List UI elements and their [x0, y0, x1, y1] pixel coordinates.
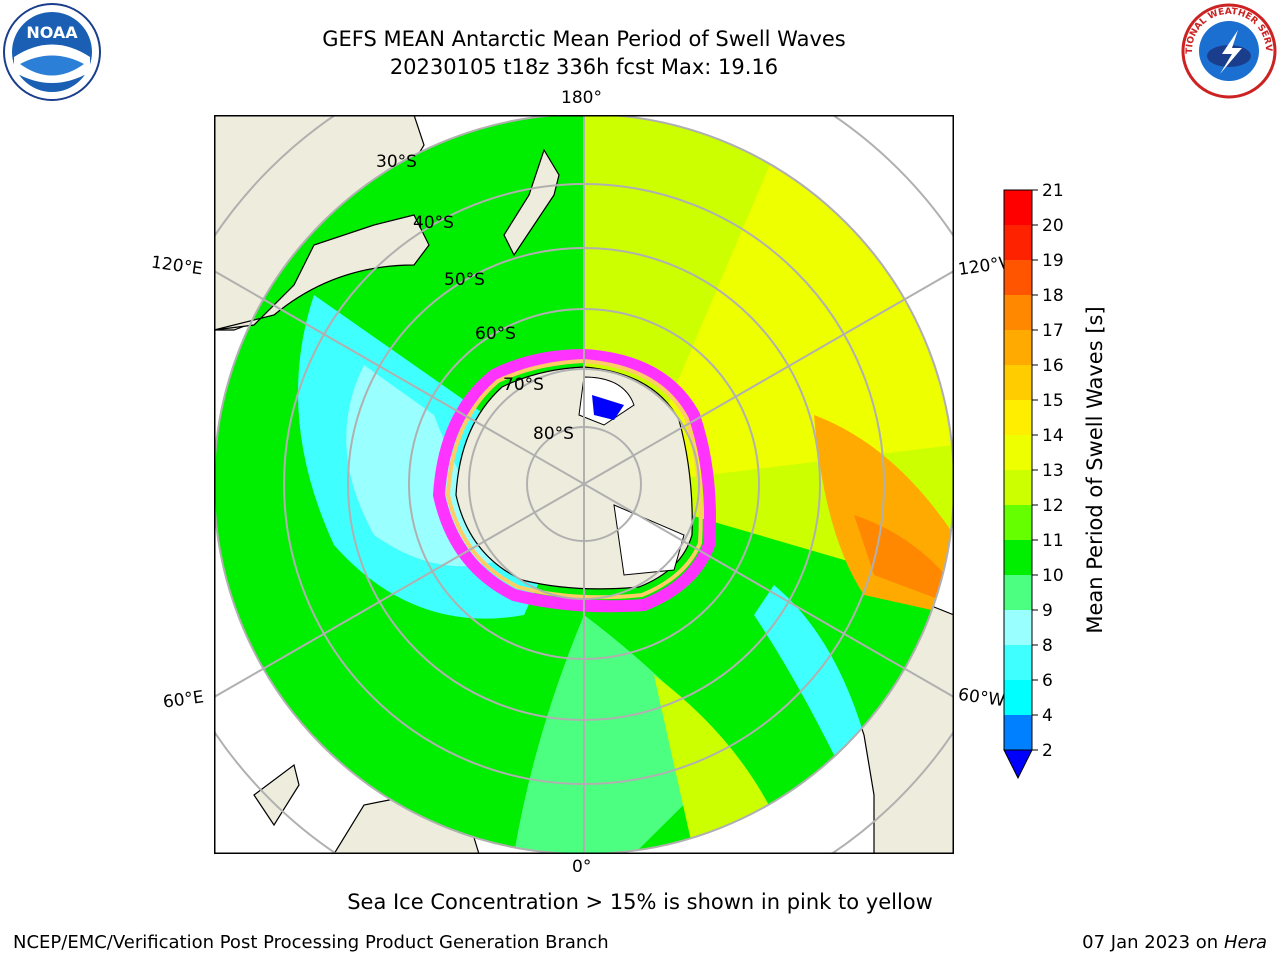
colorbar-segment [1004, 365, 1032, 400]
colorbar-tick-label: 20 [1042, 216, 1064, 236]
colorbar-tick-label: 6 [1042, 671, 1053, 691]
colorbar-tick-label: 19 [1042, 251, 1064, 271]
colorbar-segment [1004, 295, 1032, 330]
madagascar-land [253, 763, 300, 827]
footer-date-text: 07 Jan 2023 on [1082, 932, 1224, 953]
lon-label-bottom: 0° [572, 857, 592, 877]
lat-label-60s: 60°S [475, 324, 516, 344]
noaa-logo: NOAA [2, 2, 102, 106]
colorbar-tick-label: 18 [1042, 286, 1064, 306]
colorbar-segment [1004, 225, 1032, 260]
polar-map [214, 115, 954, 854]
lat-label-30s: 30°S [376, 152, 417, 172]
colorbar-tick-label: 12 [1042, 496, 1064, 516]
colorbar-segment [1004, 680, 1032, 715]
map-frame [214, 115, 954, 854]
footer-date: 07 Jan 2023 on Hera [1082, 932, 1267, 953]
sea-ice-ring [432, 348, 716, 613]
colorbar-segment [1004, 610, 1032, 645]
lat-label-80s: 80°S [533, 424, 574, 444]
colorbar-segment [1004, 715, 1032, 750]
footer-host: Hera [1223, 932, 1267, 953]
colorbar-tick-label: 17 [1042, 321, 1064, 341]
chart-title: GEFS MEAN Antarctic Mean Period of Swell… [322, 27, 846, 51]
colorbar-segment [1004, 190, 1032, 225]
footer-branch: NCEP/EMC/Verification Post Processing Pr… [13, 932, 609, 953]
lat-label-40s: 40°S [413, 213, 454, 233]
atlantic-yellow [654, 675, 774, 854]
drake-cyan [754, 585, 864, 755]
lat-label-70s: 70°S [503, 375, 544, 395]
australia-coast [214, 214, 430, 331]
colorbar-label: Mean Period of Swell Waves [s] [1083, 306, 1107, 633]
colorbar-tick-label: 15 [1042, 391, 1064, 411]
lat-label-50s: 50°S [444, 270, 485, 290]
colorbar-tick-label: 11 [1042, 531, 1064, 551]
colorbar-extend-triangle [1003, 749, 1033, 780]
colorbar-tick-label: 4 [1042, 706, 1053, 726]
colorbar: 2 4 6 8 9 10 11 12 13 14 15 16 17 18 19 20 21 Mean Perio… [1003, 181, 1107, 780]
atlantic-green [514, 615, 734, 854]
new-zealand-land [503, 148, 560, 257]
chart-subtitle: 20230105 t18z 336h fcst Max: 19.16 [389, 55, 779, 79]
colorbar-tick-label: 21 [1042, 181, 1064, 201]
colorbar-segment [1004, 575, 1032, 610]
colorbar-segment [1004, 260, 1032, 295]
colorbar-tick-label: 16 [1042, 356, 1064, 376]
colorbar-segment [1004, 330, 1032, 365]
colorbar-segment [1004, 435, 1032, 470]
lon-label-upper-left: 120°E [149, 252, 204, 280]
lon-label-top: 180° [561, 88, 602, 108]
sea-ice-note: Sea Ice Concentration > 15% is shown in … [347, 890, 933, 914]
colorbar-tick-label: 13 [1042, 461, 1064, 481]
colorbar-tick-label: 2 [1042, 741, 1053, 761]
colorbar-segment [1004, 540, 1032, 575]
colorbar-segment [1004, 505, 1032, 540]
colorbar-segment [1004, 470, 1032, 505]
colorbar-tick-label: 10 [1042, 566, 1064, 586]
lon-label-lower-left: 60°E [161, 687, 206, 713]
pacific-yellow2 [634, 155, 954, 484]
colorbar-segment [1004, 400, 1032, 435]
noaa-logo-text: NOAA [26, 23, 78, 42]
weddell-ice-shelf [613, 504, 685, 576]
africa-land [214, 675, 374, 854]
nws-logo: NATIONAL WEATHER SERVICE [1176, 0, 1278, 104]
colorbar-tick-label: 14 [1042, 426, 1064, 446]
colorbar-segment [1004, 645, 1032, 680]
ross-sea-blue [592, 395, 624, 420]
colorbar-tick-label: 8 [1042, 636, 1053, 656]
colorbar-tick-label: 9 [1042, 601, 1053, 621]
